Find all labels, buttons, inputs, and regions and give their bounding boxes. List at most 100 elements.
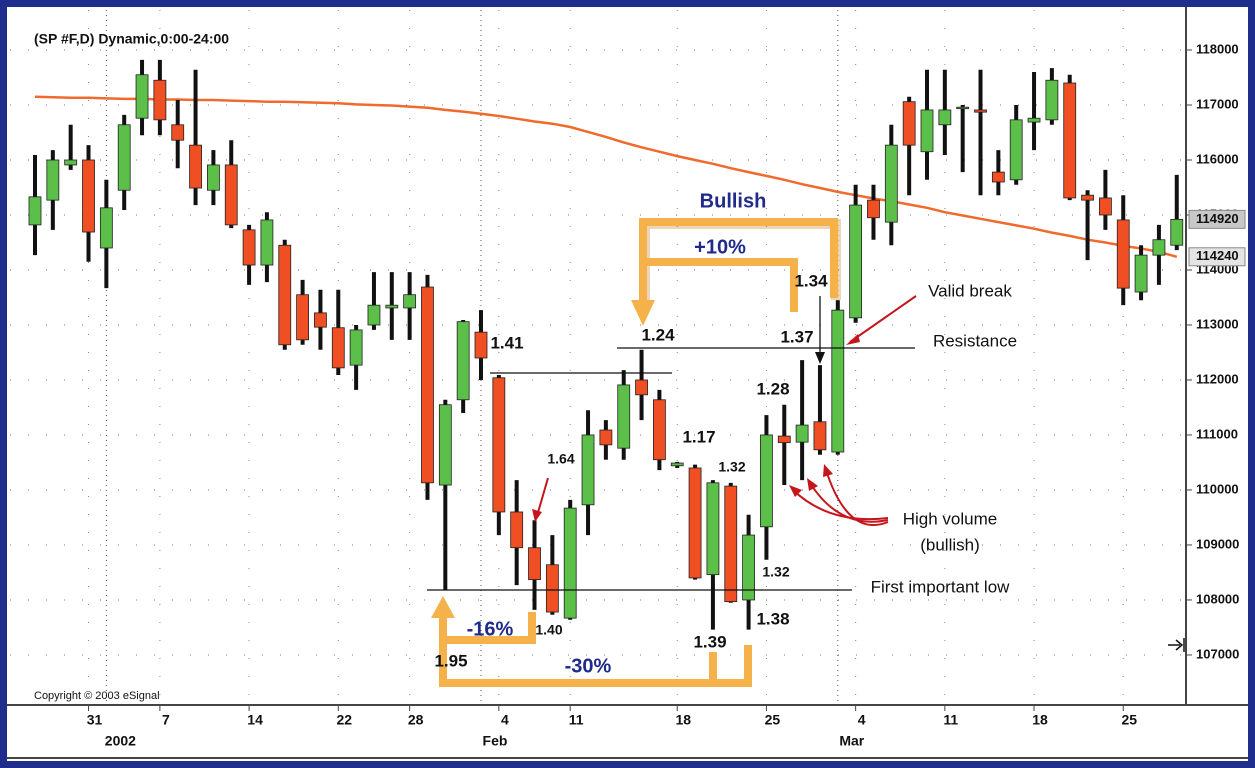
candle-body — [474, 331, 488, 359]
candle-body — [260, 219, 274, 266]
x-tick-label: 22 — [336, 712, 352, 728]
x-group-label: Mar — [839, 733, 864, 749]
x-tick-label: 28 — [408, 712, 424, 728]
annotation: Bullish — [700, 190, 767, 212]
annotation: +10% — [694, 236, 746, 258]
candle-body — [1134, 254, 1148, 293]
chart-title: (SP #F,D) Dynamic,0:00-24:00 — [34, 31, 229, 47]
candle-body — [956, 106, 970, 110]
annotation: 1.40 — [535, 622, 562, 638]
candle-body — [367, 304, 381, 326]
candle-body — [724, 485, 738, 603]
candle-body — [314, 312, 327, 328]
candle-body — [706, 482, 720, 576]
y-tick-label: 111000 — [1196, 426, 1238, 441]
candle-body — [1170, 218, 1184, 246]
annotation: -16% — [467, 618, 514, 640]
candle-body — [670, 462, 684, 467]
y-tick-label: 113000 — [1196, 316, 1239, 331]
candle-body — [938, 109, 952, 126]
annotation: Resistance — [933, 331, 1017, 350]
candle-body — [545, 564, 559, 613]
annotation: 1.37 — [780, 327, 813, 346]
candle-body — [1009, 119, 1023, 181]
annotation: 1.38 — [756, 609, 789, 628]
candle-body — [296, 294, 310, 341]
candle-body — [688, 467, 702, 579]
annotation: First important low — [871, 577, 1011, 596]
candle-body — [117, 124, 131, 191]
candle-body — [777, 435, 791, 444]
candle-body — [1063, 82, 1077, 199]
candle-body — [849, 204, 863, 319]
candle-body — [831, 309, 845, 453]
candle-body — [1116, 219, 1130, 289]
x-group-label: Feb — [483, 733, 508, 749]
candle-body — [653, 399, 666, 461]
arrows — [532, 295, 1185, 652]
candle-body — [492, 377, 506, 513]
y-tick-label: 116000 — [1196, 151, 1239, 166]
candle-body — [421, 286, 434, 484]
candle-body — [974, 109, 987, 113]
last-value-label: 114920 — [1196, 211, 1239, 226]
copyright: Copyright © 2003 eSignal — [34, 690, 160, 702]
grid — [10, 10, 1186, 705]
candle-body — [224, 164, 238, 226]
candle-body — [82, 159, 95, 233]
candle-body — [349, 329, 363, 366]
candle-body — [189, 144, 202, 189]
y-tick-label: 109000 — [1196, 536, 1239, 551]
y-tick-label: 118000 — [1196, 41, 1239, 56]
candle-body — [64, 159, 78, 166]
candle-body — [278, 244, 292, 346]
x-tick-label: 25 — [765, 712, 781, 728]
axes: 107000 108000 109000 110000 111000 112000 1130… — [87, 41, 1246, 749]
x-tick-label: 4 — [858, 712, 866, 728]
x-group-label: 2002 — [105, 733, 136, 749]
x-tick-label: 31 — [87, 712, 103, 728]
candle-body — [153, 79, 167, 121]
y-tick-label: 108000 — [1196, 591, 1239, 606]
candle-body — [902, 101, 916, 146]
y-tick-label: 107000 — [1196, 646, 1239, 661]
annotation: (bullish) — [920, 535, 980, 554]
candle-body — [795, 424, 809, 443]
candle-body — [867, 199, 880, 219]
candle-body — [760, 434, 773, 528]
candle-body — [991, 171, 1005, 183]
annotation: 1.28 — [756, 379, 789, 398]
x-tick-label: 14 — [247, 712, 263, 728]
annotation: 1.24 — [641, 325, 675, 344]
candle-body — [438, 404, 452, 486]
x-tick-label: 25 — [1121, 712, 1137, 728]
x-tick-label: 4 — [501, 712, 509, 728]
annotation: 1.39 — [693, 632, 726, 651]
y-tick-label: 110000 — [1196, 481, 1239, 496]
annotation: 1.64 — [547, 451, 574, 467]
candle-body — [884, 144, 898, 223]
candle-body — [385, 304, 399, 309]
candle-body — [599, 429, 613, 446]
candle-body — [510, 511, 524, 549]
candle-body — [1099, 197, 1112, 216]
annotation: 1.17 — [682, 427, 715, 446]
annotation: -30% — [565, 655, 612, 677]
annotation: 1.32 — [718, 459, 745, 475]
candle-body — [46, 159, 60, 201]
candle-body — [1152, 239, 1166, 256]
annotation: High volume — [903, 509, 998, 528]
last-value-box — [1188, 247, 1246, 267]
moving-average — [34, 95, 1178, 259]
x-tick-label: 18 — [675, 712, 691, 728]
candle-body — [1045, 79, 1059, 121]
candle-body — [171, 124, 185, 141]
candle-body — [242, 229, 256, 266]
annotation: Valid break — [928, 281, 1012, 300]
candle-body — [403, 294, 417, 309]
candle-body — [920, 109, 934, 153]
candle-body — [99, 207, 113, 249]
candle-body — [28, 196, 42, 226]
candle-body — [206, 164, 220, 191]
